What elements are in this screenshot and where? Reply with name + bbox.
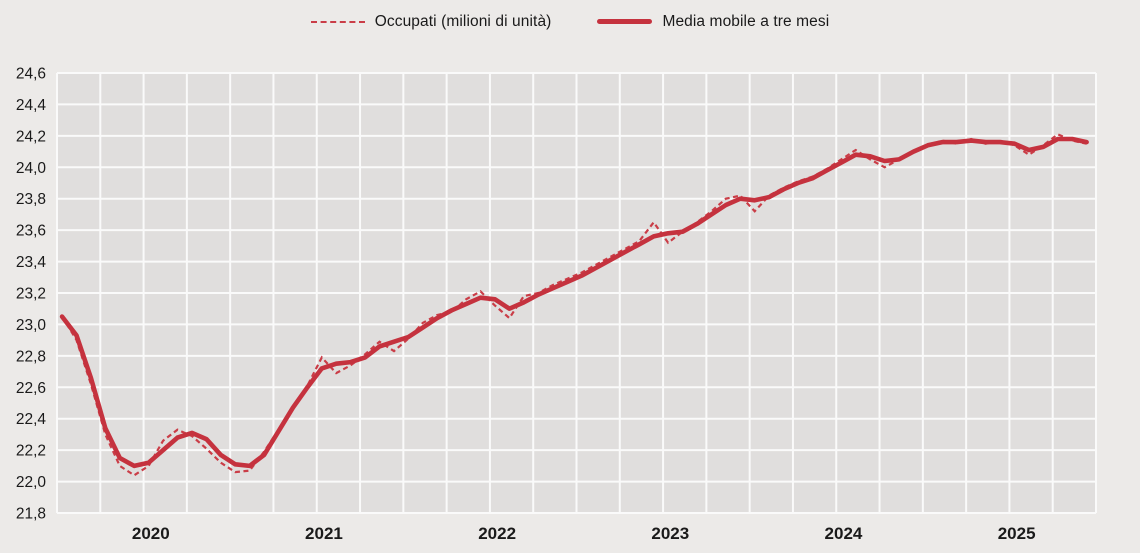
legend-item-media-mobile: Media mobile a tre mesi bbox=[597, 14, 829, 30]
x-year-label: 2024 bbox=[825, 524, 863, 543]
y-tick-label: 24,6 bbox=[16, 66, 46, 83]
legend-label-media-mobile: Media mobile a tre mesi bbox=[662, 13, 830, 30]
y-tick-label: 24,0 bbox=[16, 160, 47, 177]
y-tick-label: 23,2 bbox=[16, 286, 46, 303]
y-tick-label: 22,4 bbox=[16, 411, 47, 428]
media-mobile-solid-line bbox=[59, 136, 1089, 469]
legend-item-occupati: Occupati (milioni di unità) bbox=[310, 13, 552, 30]
chart-legend: Occupati (milioni di unità) Media mobile… bbox=[0, 14, 1140, 30]
y-tick-label: 23,6 bbox=[16, 223, 46, 240]
y-tick-label: 24,2 bbox=[16, 128, 46, 145]
y-tick-label: 21,8 bbox=[16, 506, 46, 523]
y-tick-label: 22,2 bbox=[16, 443, 46, 460]
legend-label-occupati: Occupati (milioni di unità) bbox=[374, 13, 552, 30]
y-tick-label: 22,6 bbox=[16, 380, 46, 397]
y-tick-label: 23,4 bbox=[16, 254, 47, 271]
x-year-label: 2022 bbox=[478, 524, 516, 543]
solid-line-swatch bbox=[597, 19, 653, 25]
x-year-label: 2023 bbox=[651, 524, 689, 543]
y-tick-label: 23,0 bbox=[16, 317, 47, 334]
dashed-line-swatch bbox=[310, 20, 365, 23]
y-tick-label: 24,4 bbox=[16, 97, 47, 114]
x-year-label: 2020 bbox=[132, 524, 170, 543]
occupati-dashed-line bbox=[61, 133, 1087, 477]
y-tick-label: 22,8 bbox=[16, 348, 46, 365]
y-tick-label: 22,0 bbox=[16, 474, 47, 491]
x-year-label: 2021 bbox=[305, 524, 343, 543]
y-tick-label: 23,8 bbox=[16, 191, 46, 208]
x-year-label: 2025 bbox=[998, 524, 1036, 543]
